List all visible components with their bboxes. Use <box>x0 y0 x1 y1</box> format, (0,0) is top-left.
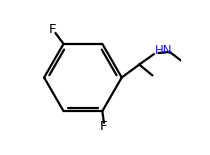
Text: HN: HN <box>155 44 172 57</box>
Text: F: F <box>100 120 108 133</box>
Text: F: F <box>49 23 57 36</box>
